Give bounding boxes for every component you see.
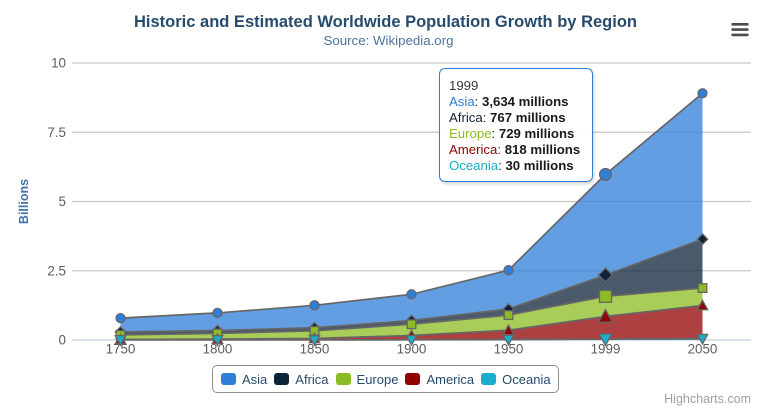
- svg-text:1999: 1999: [591, 342, 621, 357]
- svg-text:1950: 1950: [494, 342, 524, 357]
- svg-text:1750: 1750: [106, 342, 136, 357]
- svg-text:2050: 2050: [688, 342, 718, 357]
- svg-text:0: 0: [59, 333, 66, 348]
- svg-text:2.5: 2.5: [47, 263, 66, 278]
- svg-text:Billions: Billions: [17, 179, 31, 224]
- svg-text:1800: 1800: [203, 342, 233, 357]
- svg-text:1900: 1900: [397, 342, 427, 357]
- svg-text:7.5: 7.5: [47, 125, 66, 140]
- svg-text:5: 5: [59, 194, 66, 209]
- svg-text:1850: 1850: [300, 342, 330, 357]
- svg-text:10: 10: [51, 56, 66, 71]
